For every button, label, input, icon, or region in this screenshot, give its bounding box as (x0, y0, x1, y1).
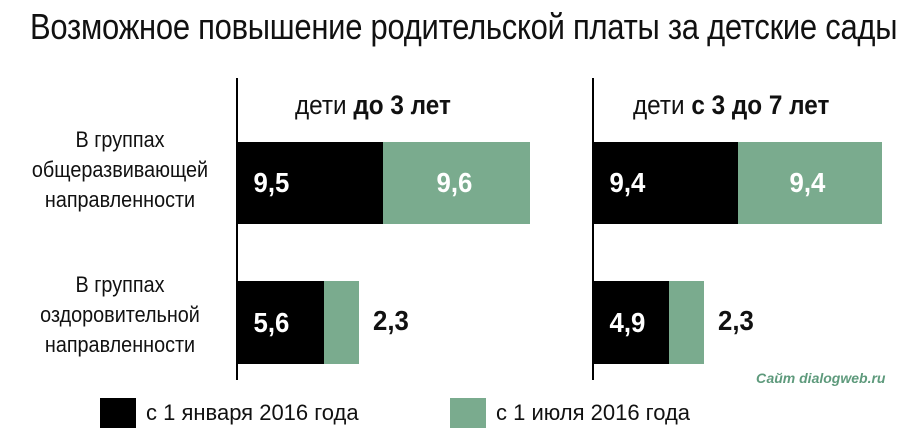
panel-title: дети до 3 лет (295, 90, 451, 121)
panel-title-bold: до 3 лет (353, 90, 451, 120)
panel-title-prefix: дети (633, 90, 692, 120)
data-label-jan: 9,5 (253, 167, 290, 198)
row-label-general: В группах общеразвивающей направленности (30, 125, 210, 215)
legend-item-jul: с 1 июля 2016 года (450, 398, 690, 428)
data-label-jan: 4,9 (609, 306, 646, 338)
bar-jul (668, 281, 705, 364)
legend-label-jul: с 1 июля 2016 года (496, 400, 691, 425)
bar-jan (594, 281, 669, 364)
data-label-jul: 2,3 (718, 304, 754, 336)
row-label-line: В группах (75, 272, 165, 297)
row-label-line: направленности (44, 332, 196, 357)
bar-jul (737, 142, 882, 224)
legend-swatch-jan (100, 398, 136, 428)
panel-axis (236, 78, 238, 380)
row-label-line: оздоровительной (40, 302, 200, 327)
source-note: Сайт dialogweb.ru (756, 370, 886, 386)
bar-jan (594, 142, 738, 224)
data-label-jan: 5,6 (253, 306, 290, 338)
legend-swatch-jul (450, 398, 486, 428)
data-label-jul: 9,6 (436, 167, 473, 198)
data-label-jul: 9,4 (789, 167, 826, 198)
row-label-line: общеразвивающей (31, 157, 209, 182)
row-label-line: направленности (44, 187, 196, 212)
row-label-health: В группах оздоровительной направленности (30, 270, 210, 360)
bar-jan (238, 142, 384, 224)
legend-item-jan: с 1 января 2016 года (100, 398, 359, 428)
data-label-jan: 9,4 (609, 167, 646, 198)
bar-jul (323, 281, 359, 364)
chart-title: Возможное повышение родительской платы з… (30, 6, 900, 47)
bar-jan (238, 281, 324, 364)
panel-title: дети с 3 до 7 лет (633, 90, 829, 121)
row-label-line: В группах (75, 127, 165, 152)
panel-title-bold: с 3 до 7 лет (691, 90, 830, 120)
bar-jul (383, 142, 531, 224)
panel-title-prefix: дети (295, 90, 354, 120)
data-label-jul: 2,3 (372, 304, 409, 336)
panel-axis (592, 78, 594, 380)
legend-label-jan: с 1 января 2016 года (146, 400, 359, 425)
